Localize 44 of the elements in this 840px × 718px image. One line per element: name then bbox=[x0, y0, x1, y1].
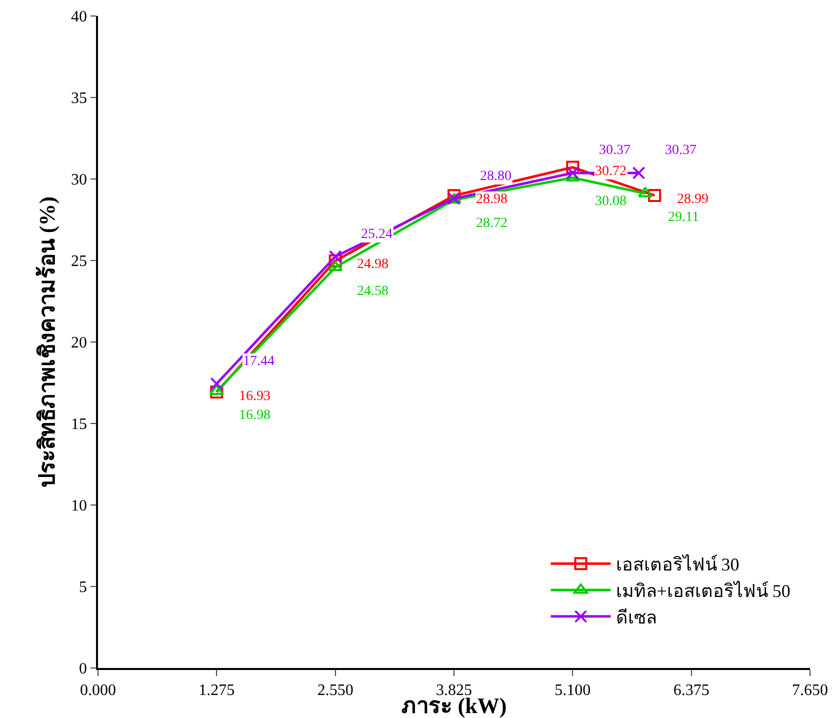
data-label: 24.98 bbox=[357, 257, 388, 272]
y-tick-label: 40 bbox=[71, 8, 88, 26]
data-label: 29.11 bbox=[668, 210, 699, 225]
data-label: 17.44 bbox=[243, 354, 274, 369]
point bbox=[448, 189, 460, 202]
y-tick-label: 30 bbox=[71, 172, 88, 189]
point bbox=[566, 160, 580, 174]
data-label: 30.37 bbox=[665, 143, 696, 158]
legend-label: เอสเตอริไฟน์ 30 bbox=[616, 554, 740, 575]
y-tick-label: 25 bbox=[71, 253, 88, 270]
point bbox=[328, 250, 342, 264]
point bbox=[210, 377, 224, 390]
data-label: 28.80 bbox=[480, 169, 512, 184]
legend-label: ดีเซล bbox=[616, 607, 657, 628]
x-tick-label: 3.825 bbox=[436, 682, 472, 699]
point bbox=[648, 188, 662, 202]
y-tick-label: 0 bbox=[79, 660, 88, 678]
y-tick-label: 10 bbox=[71, 498, 88, 515]
x-tick-label: 0.000 bbox=[80, 682, 116, 699]
data-label: 16.93 bbox=[239, 389, 270, 404]
y-tick-label: 20 bbox=[71, 334, 88, 352]
x-tick-label: 2.550 bbox=[317, 682, 354, 699]
point bbox=[328, 254, 342, 268]
x-tick-label: 1.275 bbox=[198, 682, 235, 699]
y-axis-title: ประสิทธิภาพเชิงความร้อน (%) bbox=[34, 196, 60, 488]
data-label: 24.58 bbox=[357, 284, 388, 299]
x-tick-label: 6.375 bbox=[673, 682, 710, 699]
data-label: 28.72 bbox=[476, 216, 508, 231]
point bbox=[328, 260, 343, 272]
y-tick-label: 15 bbox=[71, 416, 88, 434]
data-label: 30.08 bbox=[595, 194, 626, 209]
data-label: 28.98 bbox=[476, 192, 508, 207]
data-label: 25.24 bbox=[361, 227, 392, 242]
y-tick-label: 5 bbox=[79, 579, 88, 596]
x-tick-label: 5.100 bbox=[554, 682, 591, 699]
data-label: 28.99 bbox=[677, 192, 708, 207]
y-tick-label: 35 bbox=[71, 90, 88, 108]
data-label: 30.72 bbox=[595, 164, 626, 179]
x-tick-label: 7.650 bbox=[792, 682, 828, 699]
data-label: 30.37 bbox=[599, 143, 630, 158]
point bbox=[566, 166, 580, 180]
data-label: 16.98 bbox=[239, 408, 270, 423]
legend-label: เมทิล+เอสเตอริไฟน์ 50 bbox=[616, 580, 790, 602]
point bbox=[632, 166, 646, 180]
